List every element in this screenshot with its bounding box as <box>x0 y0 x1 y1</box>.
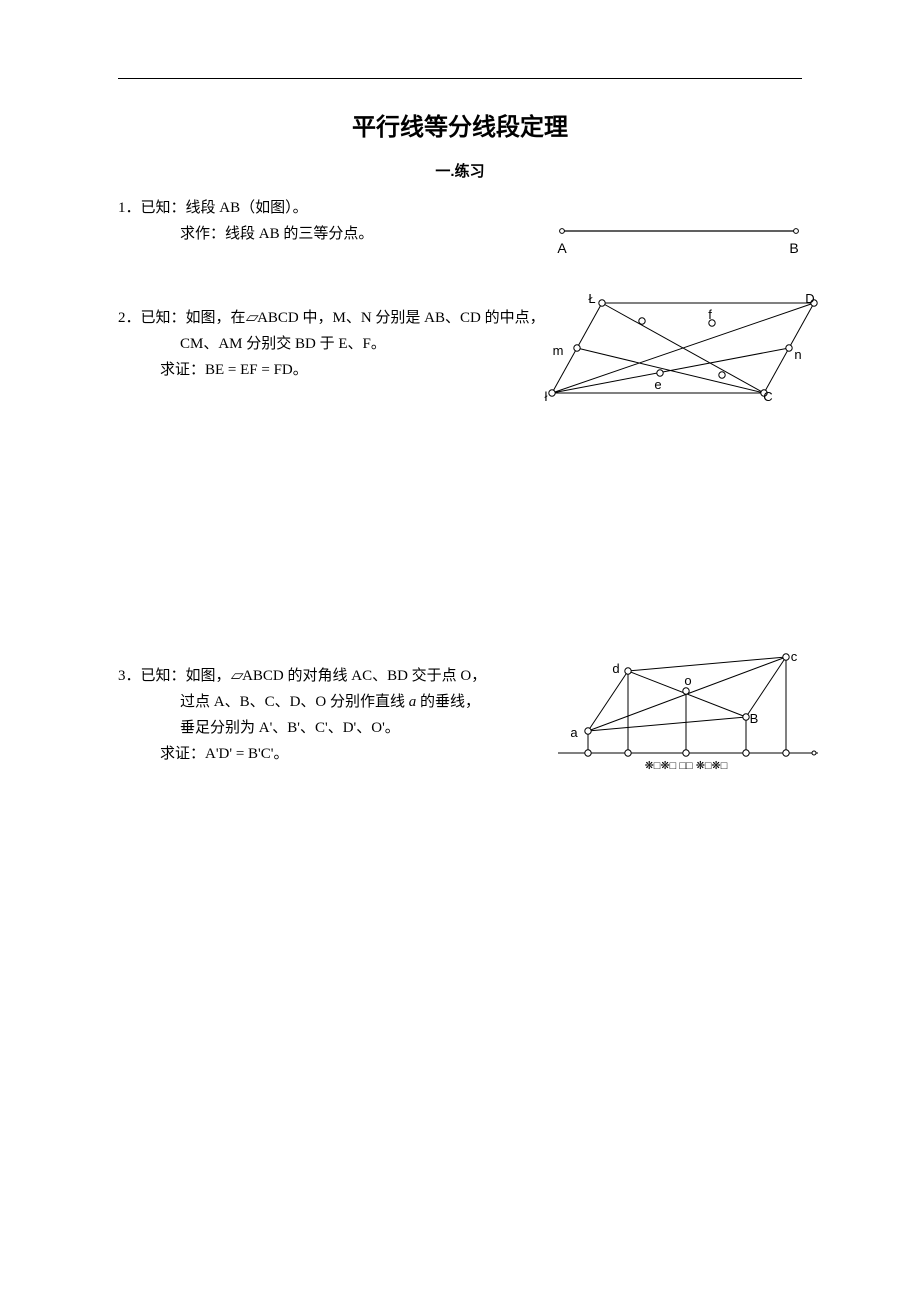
svg-text:m: m <box>553 343 564 358</box>
svg-text:o: o <box>684 673 691 688</box>
figure-parallelogram: Ł Dł Cm n e f <box>542 293 820 403</box>
p3-l2b: 的垂线， <box>416 694 480 710</box>
page-title: 平行线等分线段定理 <box>118 107 802 142</box>
svg-text:ł: ł <box>545 389 548 403</box>
svg-text:C: C <box>763 389 772 403</box>
p1-line1: 1．已知：线段 AB（如图）。 <box>118 195 802 221</box>
figure-segment-ab: AB <box>548 223 810 261</box>
svg-text:c: c <box>791 649 798 664</box>
p2-l1b: ABCD 中，M、N 分别是 AB、CD 的中点， <box>257 310 545 326</box>
svg-text:❋□❋□ □□ ❋□❋□: ❋□❋□ □□ ❋□❋□ <box>645 760 728 772</box>
figure-perpendiculars: a Bd c o ❋□❋□ □□ ❋□❋□ <box>558 649 820 779</box>
svg-text:Ł: Ł <box>588 293 595 306</box>
problem-3: 3．已知：如图，▱ABCD 的对角线 AC、BD 交于点 O， 过点 A、B、C… <box>118 663 802 767</box>
svg-text:D: D <box>805 293 814 306</box>
parallelogram-symbol-2: ▱ <box>231 668 243 684</box>
svg-text:A: A <box>557 240 567 256</box>
section-subtitle: 一.练习 <box>118 160 802 181</box>
problem-2: 2．已知：如图，在▱ABCD 中，M、N 分别是 AB、CD 的中点， CM、A… <box>118 305 802 383</box>
svg-text:d: d <box>612 661 619 676</box>
svg-text:B: B <box>789 240 798 256</box>
svg-text:f: f <box>708 307 712 322</box>
top-rule <box>118 78 802 79</box>
svg-text:B: B <box>750 711 759 726</box>
p3-l1b: ABCD 的对角线 AC、BD 交于点 O， <box>242 668 486 684</box>
p3-l2a: 过点 A、B、C、D、O 分别作直线 <box>180 694 409 710</box>
svg-text:e: e <box>654 377 661 392</box>
parallelogram-symbol: ▱ <box>246 310 258 326</box>
svg-text:n: n <box>794 347 801 362</box>
p2-l1a: 2．已知：如图，在 <box>118 310 246 326</box>
svg-text:a: a <box>570 725 578 740</box>
p3-l1a: 3．已知：如图， <box>118 668 231 684</box>
